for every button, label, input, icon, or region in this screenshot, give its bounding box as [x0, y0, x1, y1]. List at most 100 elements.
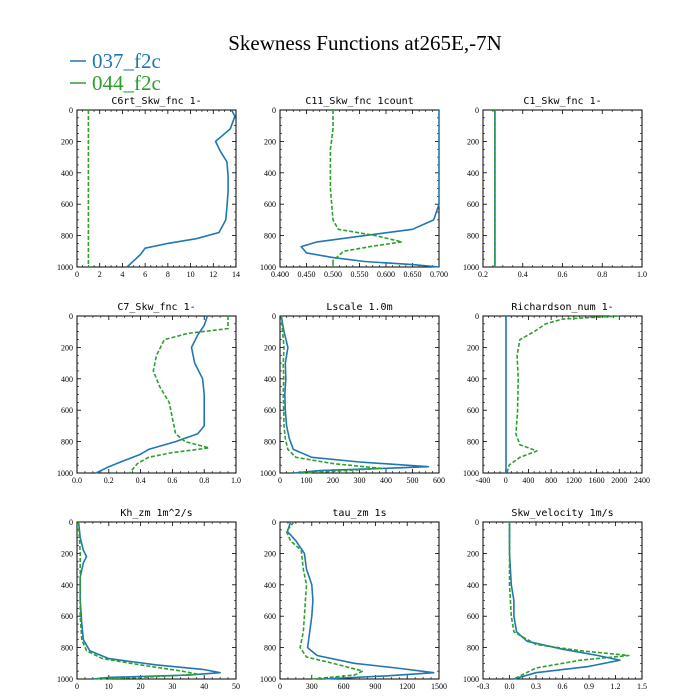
y-tick-label: 400: [264, 375, 276, 384]
series-line-037_f2c: [508, 522, 621, 680]
y-tick-label: 800: [264, 438, 276, 447]
x-tick-label: 0.550: [351, 270, 369, 279]
series-line-037_f2c: [286, 521, 435, 680]
y-tick-label: 200: [467, 549, 479, 558]
x-tick-label: 40: [200, 682, 208, 691]
y-tick-label: 1000: [463, 469, 479, 478]
x-tick-label: -400: [476, 476, 491, 485]
series-line-044_f2c: [285, 521, 364, 680]
y-tick-label: 400: [61, 375, 73, 384]
y-tick-label: 600: [264, 406, 276, 415]
x-tick-label: 0: [278, 682, 282, 691]
panel-frame: [482, 315, 643, 474]
panel-title: C7_Skw_fnc 1-: [117, 302, 195, 313]
x-tick-label: 6: [143, 270, 147, 279]
x-tick-label: 0.650: [404, 270, 422, 279]
x-tick-label: 1500: [431, 682, 447, 691]
x-tick-label: 0.700: [430, 270, 448, 279]
y-tick-label: 0: [69, 518, 73, 527]
x-tick-label: 0: [75, 682, 79, 691]
y-tick-label: 0: [475, 518, 479, 527]
y-tick-label: 800: [467, 644, 479, 653]
y-tick-label: 400: [61, 169, 73, 178]
x-tick-label: 0: [278, 476, 282, 485]
x-tick-label: 10: [187, 270, 195, 279]
y-tick-label: 600: [467, 612, 479, 621]
x-tick-label: 0.4: [136, 476, 146, 485]
x-tick-label: 1200: [399, 682, 415, 691]
x-tick-label: 300: [306, 682, 318, 691]
y-tick-label: 0: [272, 518, 276, 527]
chart-panel-3: C7_Skw_fnc 1- 0.0 0.2 0.4 0.6 0.8 1.0 0 200 400 60…: [57, 302, 241, 485]
y-tick-label: 400: [467, 375, 479, 384]
panel-frame: [279, 109, 440, 268]
y-tick-label: 0: [475, 312, 479, 321]
legend-label-1: 044_f2c: [92, 71, 161, 95]
panel-frame: [279, 521, 440, 680]
y-tick-label: 600: [264, 200, 276, 209]
panel-title: Lscale 1.0m: [326, 302, 392, 313]
x-tick-label: 0.600: [377, 270, 395, 279]
chart-panels: C6rt_Skw_fnc 1-0 2 4 6 8 10 12 1402004006008001…: [57, 96, 650, 691]
y-tick-label: 1000: [57, 469, 73, 478]
x-tick-label: 0.8: [199, 476, 209, 485]
y-tick-label: 400: [264, 581, 276, 590]
series-line-044_f2c: [508, 522, 630, 680]
x-tick-label: 800: [545, 476, 557, 485]
y-tick-label: 1000: [260, 469, 276, 478]
y-tick-label: 400: [467, 581, 479, 590]
series-line-037_f2c: [280, 315, 430, 474]
y-tick-label: 200: [467, 137, 479, 146]
x-tick-label: 0: [75, 270, 79, 279]
y-tick-label: 600: [61, 200, 73, 209]
x-tick-label: 2400: [634, 476, 650, 485]
y-tick-label: 1000: [260, 675, 276, 684]
y-tick-label: 1000: [463, 263, 479, 272]
x-tick-label: 1.2: [611, 682, 621, 691]
x-tick-label: 12: [209, 270, 217, 279]
y-tick-label: 0: [69, 312, 73, 321]
series-line-044_f2c: [329, 110, 403, 267]
series-line-037_f2c: [300, 110, 440, 268]
x-tick-label: 0.9: [584, 682, 594, 691]
panel-frame: [76, 315, 237, 474]
x-tick-label: 0.6: [167, 476, 177, 485]
x-tick-label: 0.6: [558, 682, 568, 691]
series-line-044_f2c: [128, 316, 229, 474]
x-tick-label: 500: [407, 476, 419, 485]
x-tick-label: 0: [504, 476, 508, 485]
panel-frame: [482, 521, 643, 680]
y-tick-label: 0: [272, 106, 276, 115]
panel-title: C6rt_Skw_fnc 1-: [111, 96, 201, 107]
x-tick-label: 1.0: [231, 476, 241, 485]
x-tick-label: 0.6: [558, 270, 568, 279]
panel-frame: [482, 109, 643, 268]
x-tick-label: 600: [338, 682, 350, 691]
panel-title: Skw_velocity 1m/s: [511, 508, 613, 519]
x-tick-label: 0.0: [505, 682, 515, 691]
y-tick-label: 600: [61, 612, 73, 621]
y-tick-label: 0: [69, 106, 73, 115]
y-tick-label: 800: [264, 232, 276, 241]
y-tick-label: 200: [61, 343, 73, 352]
x-tick-label: 1.0: [637, 270, 647, 279]
panel-frame: [76, 109, 237, 268]
x-tick-label: 100: [301, 476, 313, 485]
y-tick-label: 800: [467, 232, 479, 241]
y-tick-label: 400: [61, 581, 73, 590]
x-tick-label: 0.0: [72, 476, 82, 485]
panel-title: Kh_zm 1m^2/s: [120, 508, 192, 519]
chart-panel-8: Skw_velocity 1m/s -0.3 0.0 0.3 0.6 0.9 1.2 1.5 0…: [463, 508, 647, 691]
x-tick-label: 600: [433, 476, 445, 485]
y-tick-label: 600: [264, 612, 276, 621]
x-tick-label: 0.2: [104, 476, 114, 485]
y-tick-label: 1000: [463, 675, 479, 684]
x-tick-label: 10: [105, 682, 113, 691]
y-tick-label: 600: [467, 406, 479, 415]
x-tick-label: 400: [380, 476, 392, 485]
x-tick-label: 2000: [611, 476, 627, 485]
chart-panel-5: Richardson_num 1--400 0 400 800 1200 1600 2000…: [463, 302, 650, 485]
series-line-044_f2c: [77, 521, 199, 680]
chart-panel-2: C1_Skw_fnc 1- 0.2 0.4 0.6 0.8 1.0 0 200 400 600 80…: [463, 96, 647, 279]
